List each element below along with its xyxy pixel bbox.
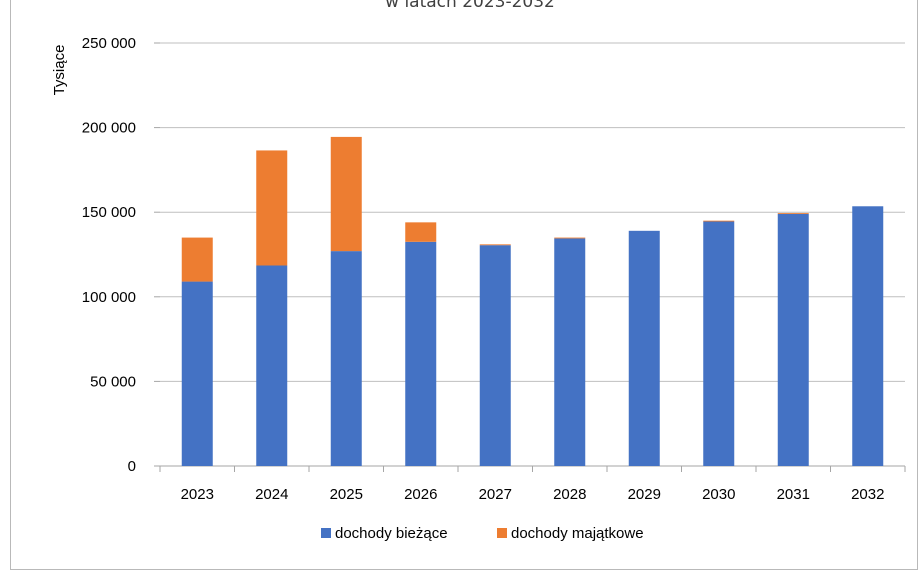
y-axis: 0 50 000 100 000 150 000 200 000 250 000 (82, 35, 160, 475)
bar-dochody-biezace (703, 221, 735, 466)
bar-dochody-biezace (479, 245, 511, 466)
x-tick-label: 2025 (330, 486, 363, 503)
bar-dochody-biezace (405, 241, 437, 466)
x-tick-label: 2026 (404, 486, 437, 503)
bar-dochody-majatkowe (554, 237, 586, 239)
bar-dochody-biezace (852, 206, 884, 466)
x-tick-label: 2031 (777, 486, 810, 503)
bar-dochody-biezace (777, 213, 809, 466)
chart-title: w latach 2023-2032 (385, 0, 555, 12)
bar-dochody-majatkowe (405, 222, 437, 242)
bar-dochody-biezace (554, 238, 586, 466)
legend: dochody bieżące dochody majątkowe (321, 525, 644, 542)
y-tick-label: 50 000 (90, 373, 136, 390)
x-tick-label: 2029 (628, 486, 661, 503)
x-tick-label: 2027 (479, 486, 512, 503)
bar-dochody-majatkowe (777, 213, 809, 214)
legend-swatch (497, 528, 507, 538)
x-tick-label: 2030 (702, 486, 735, 503)
bar-dochody-majatkowe (256, 150, 288, 266)
bar-dochody-majatkowe (330, 136, 362, 252)
y-axis-label: Tysiące (51, 45, 68, 96)
bar-dochody-biezace (330, 251, 362, 466)
bar-dochody-biezace (628, 230, 660, 466)
x-tick-label: 2032 (851, 486, 884, 503)
x-tick-label: 2028 (553, 486, 586, 503)
bar-dochody-majatkowe (479, 244, 511, 246)
bar-dochody-biezace (256, 265, 288, 466)
y-tick-label: 100 000 (82, 289, 136, 306)
bar-dochody-majatkowe (181, 237, 213, 282)
y-tick-label: 0 (128, 458, 136, 475)
y-tick-label: 150 000 (82, 204, 136, 221)
legend-label: dochody bieżące (335, 525, 448, 542)
x-tick-label: 2024 (255, 486, 288, 503)
bar-dochody-majatkowe (703, 220, 735, 222)
legend-swatch (321, 528, 331, 538)
y-tick-label: 250 000 (82, 35, 136, 52)
bars (181, 136, 884, 466)
x-tick-label: 2023 (181, 486, 214, 503)
x-axis: 2023 2024 2025 2026 2027 2028 2029 2030 2031 2032 (159, 466, 906, 503)
chart-frame (10, 0, 918, 570)
legend-label: dochody majątkowe (511, 525, 644, 542)
y-tick-label: 200 000 (82, 120, 136, 137)
bar-dochody-biezace (181, 281, 213, 466)
